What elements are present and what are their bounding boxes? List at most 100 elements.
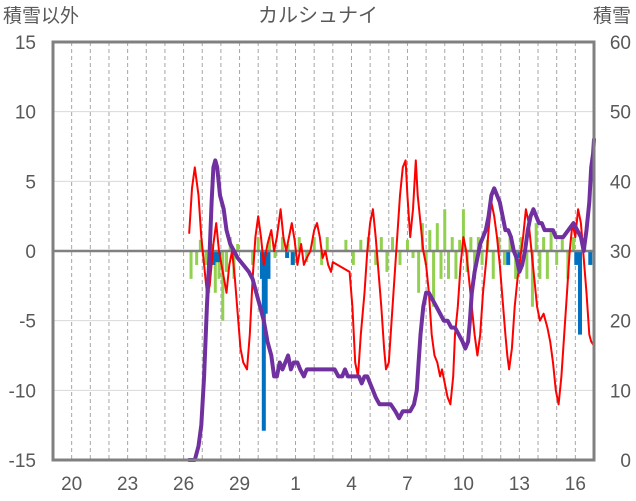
bar-green xyxy=(344,239,348,251)
bar-green xyxy=(312,237,316,251)
bar-green xyxy=(195,251,199,265)
y-left-tick-label: -5 xyxy=(19,312,36,333)
bar-green xyxy=(204,251,208,265)
bar-green xyxy=(435,223,439,251)
bar-green xyxy=(374,251,378,265)
bar-green xyxy=(405,239,409,251)
y-left-tick-label: 0 xyxy=(25,242,36,263)
bar-green xyxy=(221,251,225,321)
bar-green xyxy=(497,237,501,251)
bar-green xyxy=(560,237,564,251)
plot-frame xyxy=(51,40,596,462)
bar-green xyxy=(469,237,473,251)
bar-green xyxy=(461,209,465,251)
bar-green xyxy=(454,251,458,279)
bar-green xyxy=(251,251,255,265)
bar-green xyxy=(236,244,240,251)
bar-green xyxy=(432,251,436,307)
bar-green xyxy=(385,251,389,272)
bar-green xyxy=(280,237,284,251)
chart-title: カルシュナイ xyxy=(258,5,378,27)
y-right-tick-label: 50 xyxy=(610,103,631,124)
bar-blue xyxy=(578,251,583,335)
bar-green xyxy=(198,239,202,251)
bar-green xyxy=(213,251,217,293)
bar-blue xyxy=(211,251,216,265)
bar-blue xyxy=(263,251,268,314)
bar-green xyxy=(297,237,301,251)
x-tick-label: 1 xyxy=(290,474,301,495)
bar-green xyxy=(491,251,495,279)
bar-green xyxy=(439,251,443,279)
x-tick-label: 26 xyxy=(173,474,194,495)
bar-green xyxy=(217,251,221,279)
x-tick-label: 7 xyxy=(402,474,413,495)
bar-green xyxy=(443,209,447,251)
bar-green xyxy=(508,237,512,251)
bar-green xyxy=(359,239,363,251)
bar-blue xyxy=(506,251,511,265)
y-left-tick-label: 10 xyxy=(15,103,36,124)
bar-blue xyxy=(290,251,295,265)
bar-blue xyxy=(285,251,290,258)
bar-green xyxy=(446,251,450,279)
bar-blue xyxy=(266,251,271,279)
bar-green xyxy=(555,251,559,265)
y-left-tick-label: -10 xyxy=(9,381,36,402)
x-tick-label: 4 xyxy=(346,474,357,495)
y-left-tick-label: -15 xyxy=(9,451,36,472)
bar-green xyxy=(450,237,454,251)
bar-green xyxy=(545,251,549,279)
bar-blue xyxy=(261,251,266,431)
bar-green xyxy=(525,251,529,279)
bar-blue xyxy=(588,251,593,265)
x-tick-label: 10 xyxy=(453,474,474,495)
y-right-tick-label: 10 xyxy=(610,381,631,402)
bar-green xyxy=(417,251,421,293)
y-right-tick-label: 20 xyxy=(610,312,631,333)
y-right-tick-label: 0 xyxy=(620,451,631,472)
x-tick-label: 23 xyxy=(117,474,138,495)
bar-green xyxy=(428,230,432,251)
y-right-axis-title: 積雪 xyxy=(593,5,631,27)
bar-green xyxy=(571,237,575,251)
bar-green xyxy=(549,230,553,251)
y-right-tick-label: 40 xyxy=(610,172,631,193)
bar-green xyxy=(391,237,395,251)
y-right-tick-label: 60 xyxy=(610,33,631,54)
x-tick-label: 29 xyxy=(229,474,250,495)
bar-green xyxy=(351,251,355,265)
series-line-snow xyxy=(187,137,596,462)
bar-blue xyxy=(517,251,522,258)
bar-green xyxy=(273,251,277,258)
bar-green xyxy=(411,251,415,258)
x-tick-label: 13 xyxy=(509,474,530,495)
bar-green xyxy=(458,239,462,251)
bar-green xyxy=(480,251,484,265)
bar-green xyxy=(514,251,518,279)
bar-blue xyxy=(574,251,579,265)
y-right-tick-label: 30 xyxy=(610,242,631,263)
bar-blue xyxy=(214,251,219,263)
bar-green xyxy=(542,237,546,251)
bar-green xyxy=(256,237,260,251)
bar-green xyxy=(502,251,506,265)
bar-green xyxy=(325,237,329,251)
bar-green xyxy=(379,237,383,251)
bar-green xyxy=(267,237,271,251)
bar-green xyxy=(286,244,290,251)
y-left-tick-label: 5 xyxy=(25,172,36,193)
bar-green xyxy=(189,251,193,279)
y-left-axis-title: 積雪以外 xyxy=(3,5,79,27)
bar-green xyxy=(530,251,534,307)
bar-green xyxy=(424,251,428,265)
bar-green xyxy=(224,251,228,272)
bar-green xyxy=(534,223,538,251)
y-left-tick-label: 15 xyxy=(15,33,36,54)
bar-green xyxy=(538,251,542,279)
bar-green xyxy=(398,251,402,265)
x-tick-label: 16 xyxy=(565,474,586,495)
x-tick-label: 20 xyxy=(61,474,82,495)
